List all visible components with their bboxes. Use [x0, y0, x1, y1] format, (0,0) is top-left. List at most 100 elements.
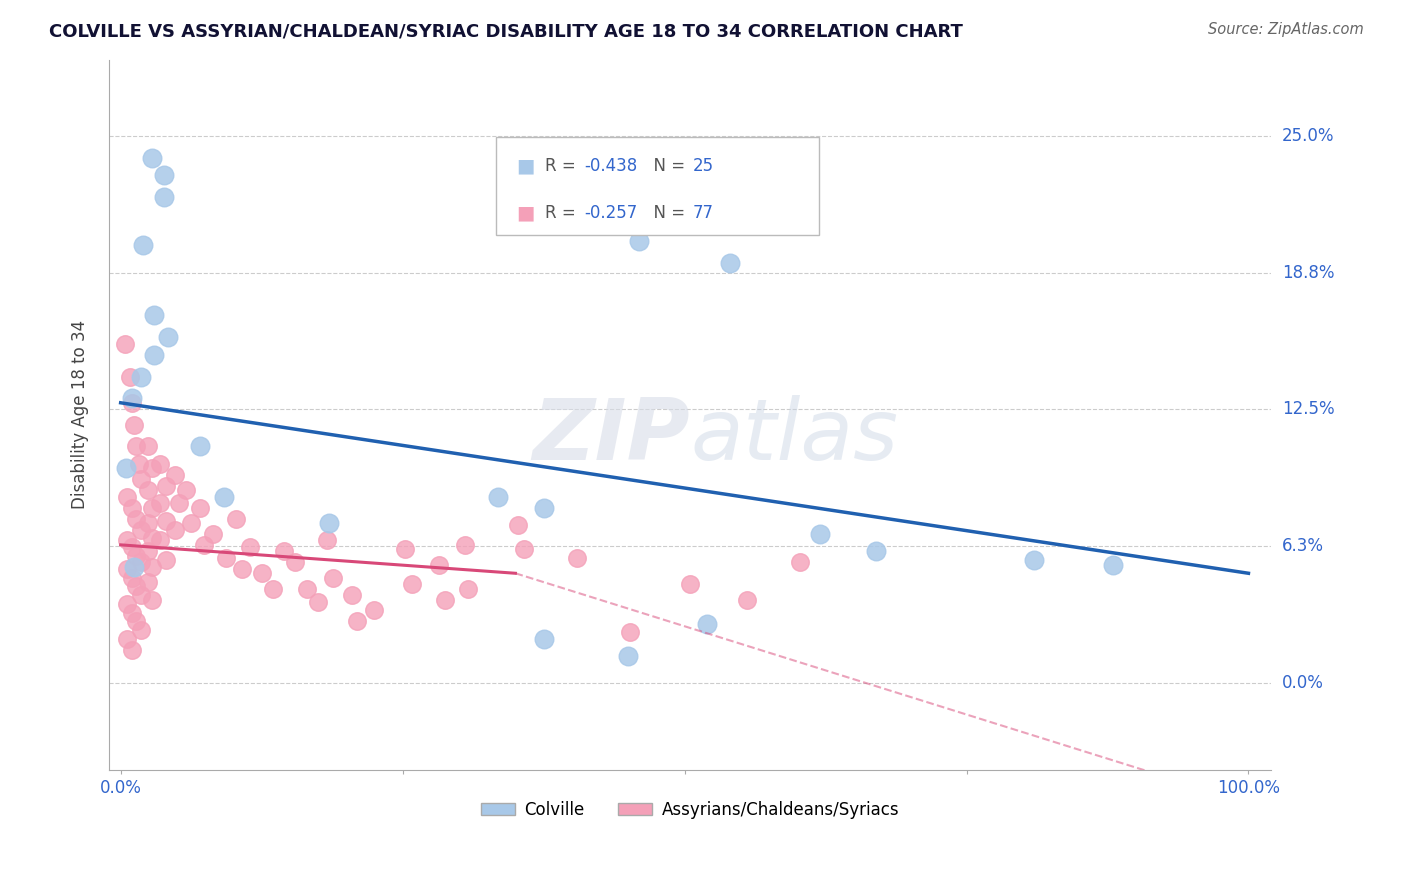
- Point: [143, 348, 166, 362]
- Point: [141, 559, 163, 574]
- Point: [125, 579, 148, 593]
- Point: [363, 603, 385, 617]
- Point: [157, 330, 180, 344]
- Point: [340, 588, 363, 602]
- Point: [117, 632, 139, 646]
- Point: [231, 562, 253, 576]
- Text: R =: R =: [546, 158, 581, 176]
- Text: ZIP: ZIP: [533, 394, 690, 477]
- Point: [214, 490, 236, 504]
- Point: [129, 369, 152, 384]
- Text: 12.5%: 12.5%: [1282, 401, 1334, 418]
- Point: [202, 527, 225, 541]
- Point: [174, 483, 197, 498]
- Point: [121, 540, 143, 554]
- Point: [619, 625, 641, 640]
- Text: Source: ZipAtlas.com: Source: ZipAtlas.com: [1208, 22, 1364, 37]
- Text: N =: N =: [644, 204, 690, 222]
- Point: [129, 623, 152, 637]
- Point: [394, 542, 416, 557]
- Point: [155, 553, 177, 567]
- Point: [307, 595, 329, 609]
- Point: [121, 642, 143, 657]
- Point: [118, 369, 141, 384]
- Text: 0.0%: 0.0%: [1282, 673, 1324, 691]
- Point: [316, 533, 339, 548]
- Point: [453, 538, 475, 552]
- Text: -0.438: -0.438: [585, 158, 637, 176]
- Point: [122, 559, 145, 574]
- Point: [318, 516, 340, 530]
- Point: [121, 500, 143, 515]
- Point: [718, 256, 741, 270]
- Y-axis label: Disability Age 18 to 34: Disability Age 18 to 34: [72, 320, 89, 509]
- Point: [346, 615, 368, 629]
- Point: [125, 615, 148, 629]
- Point: [132, 238, 155, 252]
- Point: [141, 461, 163, 475]
- Text: -0.257: -0.257: [585, 204, 637, 222]
- Point: [295, 582, 318, 596]
- Point: [513, 542, 536, 557]
- Point: [136, 483, 159, 498]
- Point: [143, 309, 166, 323]
- Point: [457, 582, 479, 596]
- Point: [128, 457, 150, 471]
- Point: [163, 467, 186, 482]
- Point: [488, 490, 510, 504]
- Point: [188, 500, 211, 515]
- Point: [121, 396, 143, 410]
- Point: [125, 549, 148, 563]
- Point: [155, 479, 177, 493]
- Point: [141, 500, 163, 515]
- Point: [136, 574, 159, 589]
- Point: [679, 577, 702, 591]
- Point: [141, 592, 163, 607]
- Point: [117, 562, 139, 576]
- Point: [129, 588, 152, 602]
- Legend: Colville, Assyrians/Chaldeans/Syriacs: Colville, Assyrians/Chaldeans/Syriacs: [475, 794, 905, 826]
- Point: [225, 511, 247, 525]
- Point: [735, 592, 758, 607]
- Point: [250, 566, 273, 581]
- Point: [155, 514, 177, 528]
- Point: [117, 490, 139, 504]
- Point: [115, 461, 138, 475]
- Text: ■: ■: [517, 157, 536, 176]
- Point: [125, 511, 148, 525]
- Point: [617, 649, 640, 664]
- Point: [149, 496, 172, 510]
- Point: [808, 527, 831, 541]
- Text: atlas: atlas: [690, 394, 898, 477]
- Point: [533, 500, 555, 515]
- Point: [628, 234, 651, 248]
- Point: [152, 190, 174, 204]
- Text: COLVILLE VS ASSYRIAN/CHALDEAN/SYRIAC DISABILITY AGE 18 TO 34 CORRELATION CHART: COLVILLE VS ASSYRIAN/CHALDEAN/SYRIAC DIS…: [49, 22, 963, 40]
- Point: [273, 544, 295, 558]
- Point: [121, 392, 143, 406]
- Point: [114, 336, 136, 351]
- Text: R =: R =: [546, 204, 581, 222]
- Point: [125, 440, 148, 454]
- Point: [865, 544, 887, 558]
- Point: [214, 551, 236, 566]
- Text: 25: 25: [693, 158, 714, 176]
- Point: [567, 551, 589, 566]
- Point: [136, 516, 159, 530]
- Point: [1024, 553, 1046, 567]
- Point: [122, 417, 145, 432]
- Text: 18.8%: 18.8%: [1282, 264, 1334, 282]
- Point: [136, 544, 159, 558]
- Point: [141, 151, 163, 165]
- Text: 6.3%: 6.3%: [1282, 537, 1324, 555]
- Point: [163, 523, 186, 537]
- Point: [129, 472, 152, 486]
- Point: [427, 558, 450, 572]
- Point: [121, 571, 143, 585]
- Point: [129, 555, 152, 569]
- Point: [141, 531, 163, 545]
- Point: [506, 518, 529, 533]
- Point: [434, 592, 457, 607]
- Point: [188, 440, 211, 454]
- Point: [117, 533, 139, 548]
